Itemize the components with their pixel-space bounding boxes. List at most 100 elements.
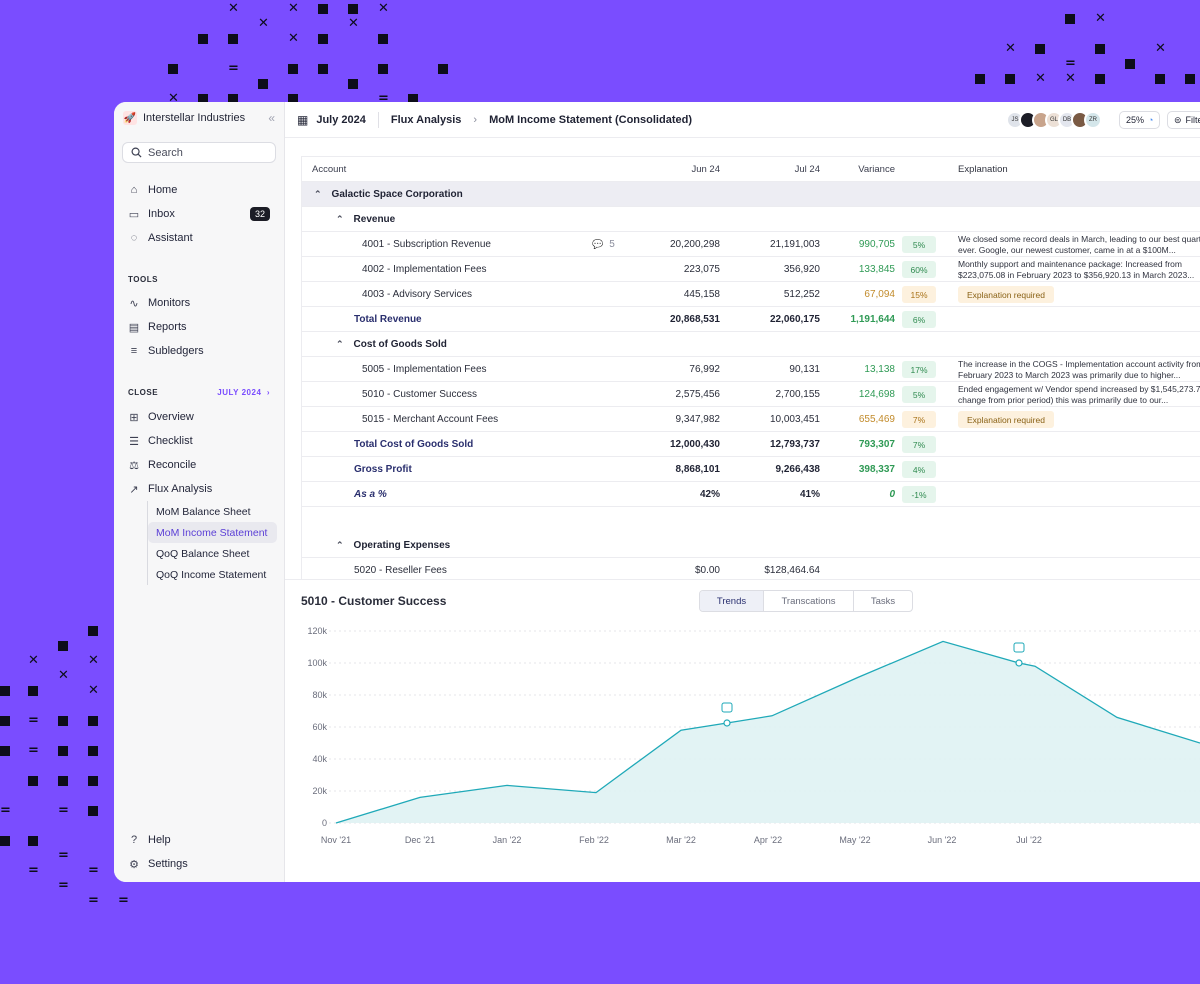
nav-assistant[interactable]: ◌ Assistant: [114, 226, 284, 250]
chevron-up-icon[interactable]: ⌃: [336, 214, 344, 224]
table-row[interactable]: 4001 - Subscription Revenue 💬 5 20,200,298 2…: [302, 232, 1200, 257]
table-row[interactable]: 4002 - Implementation Fees 223,075 356,920…: [302, 257, 1200, 282]
comment-marker-icon: [1013, 642, 1025, 653]
pattern-square: [168, 64, 178, 74]
section-operating-expenses-label: Operating Expenses: [353, 540, 451, 551]
pattern-glyph: ✕: [1095, 11, 1106, 26]
table-row[interactable]: 4003 - Advisory Services 445,158 512,252 67…: [302, 282, 1200, 307]
nav-help[interactable]: ? Help: [114, 828, 284, 852]
spacer-row[interactable]: [302, 519, 1200, 533]
pattern-square: [0, 686, 10, 696]
pattern-glyph: ✕: [288, 31, 299, 46]
subnav-mom-balance-sheet[interactable]: MoM Balance Sheet: [156, 505, 251, 518]
pattern-glyph: ✕: [1035, 71, 1046, 86]
explanation-required-badge[interactable]: Explanation required: [958, 286, 1054, 303]
subnav-qoq-income-statement[interactable]: QoQ Income Statement: [156, 568, 267, 581]
nav-settings[interactable]: ⚙ Settings: [114, 852, 284, 876]
collaborator-avatar[interactable]: ZR: [1084, 111, 1102, 129]
table-row[interactable]: Total Cost of Goods Sold 12,000,430 12,793…: [302, 432, 1200, 457]
data-point: [1015, 659, 1023, 667]
nav-assistant-label: Assistant: [148, 232, 193, 244]
y-tick-label: 80k: [312, 690, 327, 700]
pattern-square: [348, 4, 358, 14]
table-header[interactable]: Account Jun 24 Jul 24 Variance Explanation: [302, 157, 1200, 182]
calendar-icon: ▦: [297, 112, 309, 127]
tab-transactions[interactable]: Transcations: [763, 591, 853, 611]
top-bar: ▦ July 2024 Flux Analysis › MoM Income S…: [285, 102, 1200, 138]
table-row[interactable]: As a % 42% 41% 0 -1%: [302, 482, 1200, 507]
nav-home[interactable]: ⌂ Home: [114, 178, 284, 202]
pattern-glyph: ✕: [58, 668, 69, 683]
chart-panel: 5010 - Customer Success Trends Transcati…: [285, 579, 1200, 882]
collapse-sidebar-icon[interactable]: «: [268, 111, 275, 125]
search-label: Search: [148, 146, 183, 159]
table-row[interactable]: Total Revenue 20,868,531 22,060,175 1,191,6…: [302, 307, 1200, 332]
trend-chart: 0 20k 40k 60k 80k 100k 120k Nov '21 Dec '21 Jan '…: [307, 626, 1200, 845]
account-name: Total Revenue: [354, 314, 422, 325]
close-section-text: CLOSE: [128, 387, 159, 397]
nav-reconcile[interactable]: ⚖ Reconcile: [114, 453, 284, 477]
chevron-up-icon[interactable]: ⌃: [336, 339, 344, 349]
nav-inbox[interactable]: ▭ Inbox 32: [114, 202, 284, 226]
pattern-square: [228, 94, 238, 104]
nav-checklist-label: Checklist: [148, 435, 193, 447]
tools-section-text: TOOLS: [128, 274, 158, 284]
breadcrumb-section[interactable]: Flux Analysis: [390, 113, 462, 126]
explanation-text[interactable]: Ended engagement w/ Vendor spend increas…: [958, 383, 1200, 405]
table-row[interactable]: 5010 - Customer Success 2,575,456 2,700,15…: [302, 382, 1200, 407]
nav-subledgers[interactable]: ≡ Subledgers: [114, 339, 284, 363]
x-tick-label: Feb '22: [579, 835, 609, 845]
pattern-glyph: ✕: [348, 16, 359, 31]
pattern-glyph: =: [58, 803, 69, 818]
collaborator-avatars[interactable]: JS GL DB ZR: [1006, 111, 1102, 129]
comments-indicator[interactable]: 💬 5: [592, 232, 615, 257]
nav-monitors-label: Monitors: [148, 297, 191, 309]
pattern-glyph: =: [88, 893, 99, 908]
jul-value: 512,252: [783, 289, 820, 300]
subnav-mom-income-statement[interactable]: MoM Income Statement: [148, 522, 277, 543]
table-row[interactable]: 5015 - Merchant Account Fees 9,347,982 10,…: [302, 407, 1200, 432]
search-input[interactable]: Search: [122, 142, 276, 163]
tab-trends[interactable]: Trends: [700, 591, 763, 611]
reports-icon: ▤: [128, 321, 140, 334]
section-operating-expenses-row[interactable]: ⌃ Operating Expenses: [302, 533, 1200, 558]
subnav-qoq-balance-sheet[interactable]: QoQ Balance Sheet: [156, 547, 250, 560]
table-row[interactable]: 5020 - Reseller Fees $0.00 $128,464.64: [302, 558, 1200, 579]
nav-flux-analysis[interactable]: ↗ Flux Analysis: [114, 477, 284, 501]
zoom-control[interactable]: 25% ◔: [1119, 111, 1161, 129]
pattern-square: [28, 686, 38, 696]
org-switcher[interactable]: 🚀 Interstellar Industries «: [114, 102, 284, 134]
variance-value: 124,698: [858, 389, 895, 400]
nav-reports[interactable]: ▤ Reports: [114, 315, 284, 339]
section-revenue-row[interactable]: ⌃ Revenue: [302, 207, 1200, 232]
nav-monitors[interactable]: ∿ Monitors: [114, 291, 284, 315]
close-period-selector[interactable]: JULY 2024 ›: [217, 387, 270, 397]
area-fill: [336, 641, 1200, 823]
pattern-square: [88, 716, 98, 726]
chevron-up-icon[interactable]: ⌃: [314, 189, 322, 199]
period-selector[interactable]: July 2024: [316, 113, 366, 126]
explanation-text[interactable]: The increase in the COGS - Implementatio…: [958, 358, 1200, 380]
section-cogs-row[interactable]: ⌃ Cost of Goods Sold: [302, 332, 1200, 357]
explanation-text[interactable]: We closed some record deals in March, le…: [958, 233, 1200, 255]
nav-overview-label: Overview: [148, 411, 194, 423]
tab-tasks[interactable]: Tasks: [853, 591, 912, 611]
x-tick-label: Mar '22: [666, 835, 696, 845]
filters-button[interactable]: ⊜Filters: [1167, 111, 1200, 129]
table-row[interactable]: Gross Profit 8,868,101 9,266,438 398,337 4%: [302, 457, 1200, 482]
jul-value: 9,266,438: [775, 464, 821, 475]
variance-percent-badge: 7%: [902, 436, 936, 453]
y-tick-label: 60k: [312, 722, 327, 732]
x-tick-label: Apr '22: [754, 835, 782, 845]
jul-value: 22,060,175: [769, 314, 820, 325]
y-tick-label: 40k: [312, 754, 327, 764]
explanation-text[interactable]: Monthly support and maintenance package:…: [958, 258, 1195, 280]
explanation-required-badge[interactable]: Explanation required: [958, 411, 1054, 428]
grid-icon: ⊞: [129, 411, 139, 424]
chevron-up-icon[interactable]: ⌃: [336, 540, 344, 550]
table-row[interactable]: 5005 - Implementation Fees 76,992 90,131 13…: [302, 357, 1200, 382]
nav-overview[interactable]: ⊞ Overview: [114, 405, 284, 429]
nav-inbox-label: Inbox: [148, 208, 175, 220]
nav-checklist[interactable]: ☰ Checklist: [114, 429, 284, 453]
group-galactic-space-corporation-row[interactable]: ⌃ Galactic Space Corporation: [302, 182, 1200, 207]
